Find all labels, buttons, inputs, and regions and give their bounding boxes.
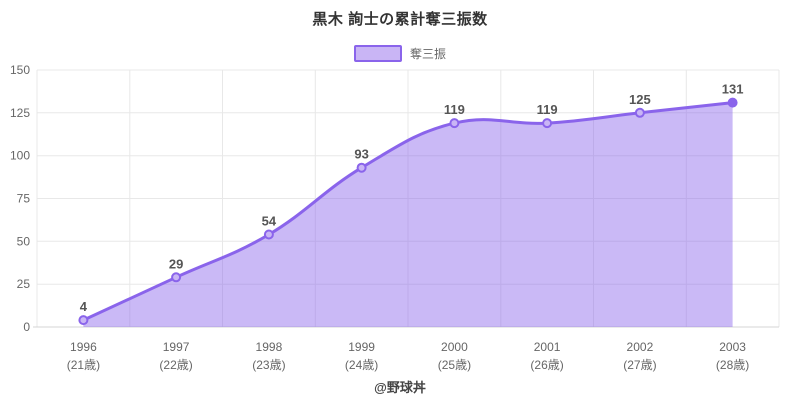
data-point-marker <box>727 97 738 108</box>
data-point-marker <box>171 272 182 283</box>
x-axis-age-label: (24歳) <box>345 358 378 372</box>
x-axis-year-label: 2000 <box>441 340 468 354</box>
data-point-label: 119 <box>537 102 558 117</box>
y-axis-tick-label: 100 <box>10 149 30 163</box>
chart-footer-credit: @野球丼 <box>374 380 426 395</box>
data-point-label: 93 <box>354 147 368 162</box>
y-axis-tick-label: 0 <box>23 320 30 334</box>
legend-item-strikeouts[interactable]: 奪三振 <box>353 45 446 62</box>
x-axis-year-label: 1999 <box>348 340 375 354</box>
data-point-label: 54 <box>262 214 277 229</box>
chart-title: 黒木 詢士の累計奪三振数 <box>312 11 488 28</box>
data-point-marker <box>634 107 645 118</box>
y-axis-tick-label: 125 <box>10 106 30 120</box>
x-axis-age-label: (22歳) <box>159 358 192 372</box>
data-point-marker <box>263 229 274 240</box>
data-point-label: 29 <box>169 256 183 271</box>
x-axis-year-label: 2003 <box>719 340 746 354</box>
x-axis-year-label: 2001 <box>534 340 561 354</box>
y-axis-tick-label: 75 <box>17 192 31 206</box>
data-point-label: 131 <box>722 82 744 97</box>
x-axis-age-label: (26歳) <box>530 358 563 372</box>
data-point-label: 119 <box>444 102 465 117</box>
y-axis-tick-label: 25 <box>17 277 31 291</box>
x-axis-age-label: (23歳) <box>252 358 285 372</box>
x-axis-year-label: 1997 <box>163 340 190 354</box>
x-axis-year-label: 1996 <box>70 340 97 354</box>
legend-label: 奪三振 <box>409 47 446 61</box>
series-area-fill <box>83 102 733 327</box>
x-axis-age-label: (28歳) <box>716 358 749 372</box>
x-axis-age-label: (21歳) <box>67 358 100 372</box>
x-axis-year-label: 1998 <box>256 340 283 354</box>
data-point-marker <box>542 118 553 129</box>
data-point-marker <box>356 162 367 173</box>
y-axis-tick-label: 50 <box>17 234 31 248</box>
data-point-marker <box>78 315 89 326</box>
y-axis-tick-label: 150 <box>10 63 30 77</box>
series-line <box>81 101 735 322</box>
x-axis-age-label: (27歳) <box>623 358 656 372</box>
data-point-label: 4 <box>80 299 88 314</box>
data-point-marker <box>449 118 460 129</box>
x-axis-age-label: (25歳) <box>438 358 471 372</box>
legend-swatch <box>353 45 402 62</box>
legend: 奪三振 <box>0 45 800 62</box>
x-axis-year-label: 2002 <box>627 340 654 354</box>
data-point-label: 125 <box>629 92 651 107</box>
